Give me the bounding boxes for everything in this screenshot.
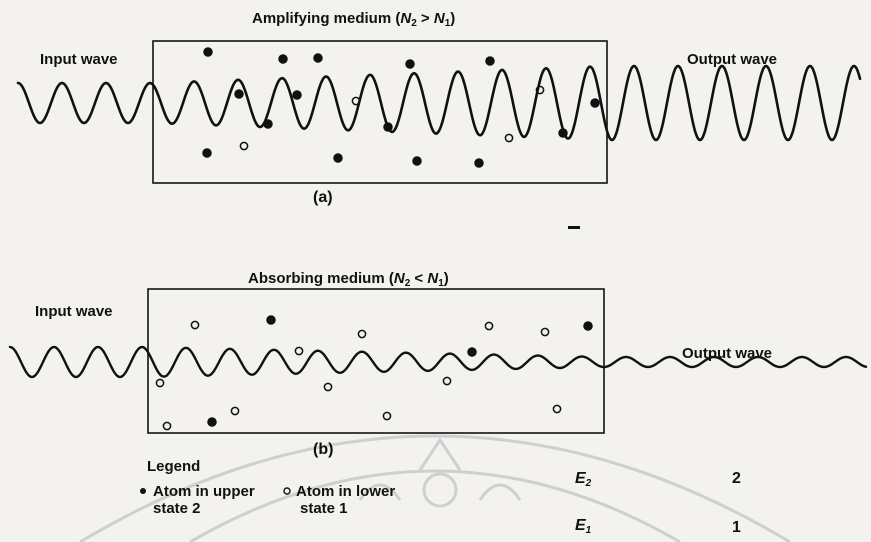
absorbing-atoms — [155, 315, 593, 431]
upper-state-atom — [263, 119, 273, 129]
lower-state-atom — [155, 378, 165, 388]
speck-mark — [568, 226, 580, 229]
absorbing-medium-box — [147, 288, 605, 434]
upper-state-atom — [278, 54, 288, 64]
upper-state-atom — [485, 56, 495, 66]
upper-state-atom — [467, 347, 477, 357]
legend-upper-text-1: Atom in upper — [153, 483, 255, 500]
lower-state-atom — [190, 320, 200, 330]
upper-state-atom — [292, 90, 302, 100]
energy-level-e2-value: 2 — [732, 470, 741, 487]
energy-level-e2-label: E2 — [575, 470, 592, 489]
legend-lower-text-2: state 1 — [300, 500, 348, 517]
lower-state-atom — [442, 376, 452, 386]
upper-state-atom — [590, 98, 600, 108]
lower-state-atom — [323, 382, 333, 392]
lower-state-atom — [162, 421, 172, 431]
upper-state-atom — [405, 59, 415, 69]
absorbing-wave — [8, 345, 868, 379]
upper-state-atom — [333, 153, 343, 163]
amplifying-output-label: Output wave — [687, 51, 778, 68]
upper-state-atom — [266, 315, 276, 325]
upper-state-atom — [203, 47, 213, 57]
lower-state-atom — [230, 406, 240, 416]
upper-state-atom — [313, 53, 323, 63]
lower-state-atom — [294, 346, 304, 356]
lower-state-atom — [382, 411, 392, 421]
absorbing-title: Absorbing medium (N2 < N1) — [248, 270, 449, 289]
absorbing-input-label: Input wave — [35, 303, 113, 320]
energy-level-e1-label: E1 — [575, 517, 592, 536]
lower-state-atom — [540, 327, 550, 337]
legend-upper-atom-icon — [140, 488, 146, 494]
lower-state-atom — [239, 141, 249, 151]
legend-upper-text-2: state 2 — [153, 500, 201, 517]
legend-lower-text-1: Atom in lower — [296, 483, 396, 500]
energy-level-e1-value: 1 — [732, 519, 741, 536]
amplifying-wave — [16, 64, 862, 142]
amplifying-input-label: Input wave — [40, 51, 118, 68]
lower-state-atom — [535, 85, 545, 95]
amplifying-title: Amplifying medium (N2 > N1) — [252, 10, 456, 29]
lower-state-atom — [552, 404, 562, 414]
upper-state-atom — [558, 128, 568, 138]
legend-title: Legend — [147, 458, 201, 475]
upper-state-atom — [583, 321, 593, 331]
upper-state-atom — [412, 156, 422, 166]
upper-state-atom — [202, 148, 212, 158]
lower-state-atom — [484, 321, 494, 331]
upper-state-atom — [234, 89, 244, 99]
amplifying-medium-box — [152, 40, 608, 184]
lower-state-atom — [504, 133, 514, 143]
absorbing-output-label: Output wave — [682, 345, 773, 362]
amplifying-atoms — [202, 47, 600, 168]
amplifying-caption: (a) — [313, 189, 333, 206]
upper-state-atom — [207, 417, 217, 427]
upper-state-atom — [474, 158, 484, 168]
legend-lower-atom-icon — [283, 487, 291, 495]
lower-state-atom — [357, 329, 367, 339]
absorbing-caption: (b) — [313, 441, 334, 458]
lower-state-atom — [351, 96, 361, 106]
upper-state-atom — [383, 122, 393, 132]
